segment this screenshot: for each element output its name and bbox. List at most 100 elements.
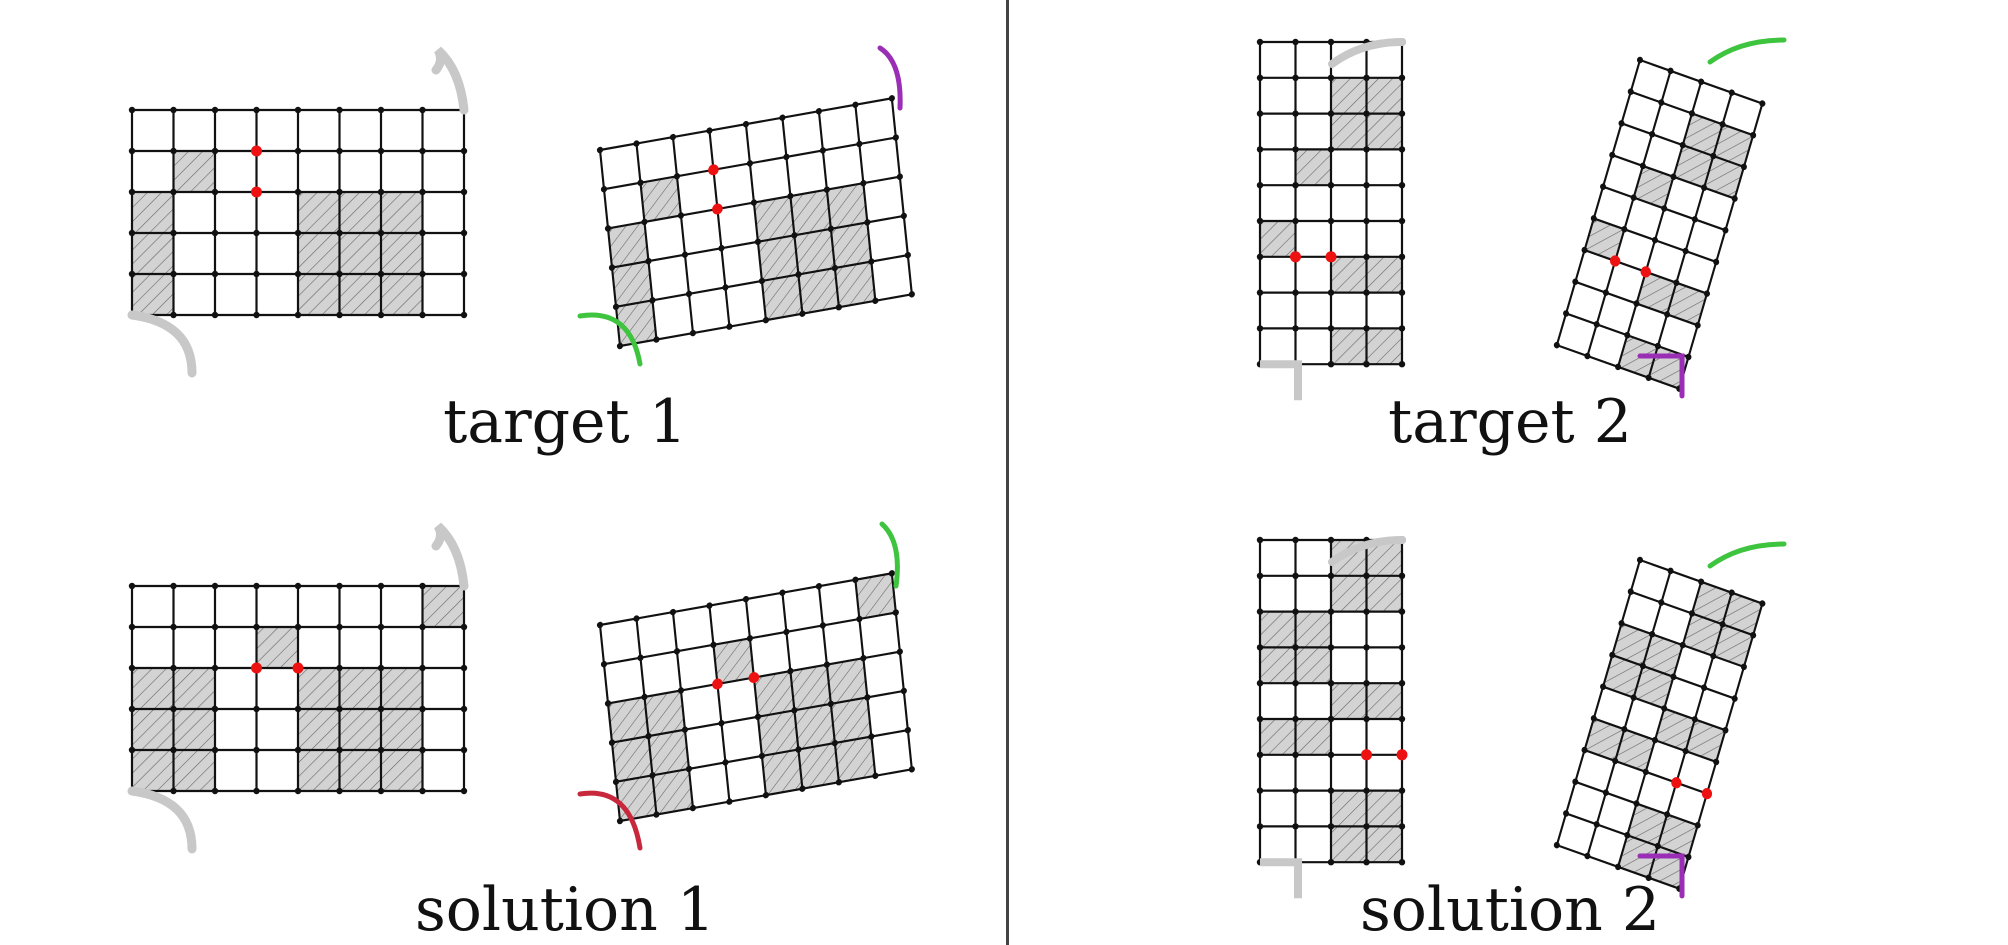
caption-target-1: target 1 (443, 387, 687, 457)
grid-vertex (1363, 325, 1370, 332)
grid-vertex (1719, 121, 1726, 128)
grid-vertex (795, 746, 802, 753)
shaded-cell (1295, 611, 1331, 648)
grid-vertex (1327, 182, 1335, 189)
grid-vertex (1645, 374, 1652, 381)
grid-vertex (294, 311, 302, 319)
crease-marker (708, 164, 719, 176)
grid-vertex (211, 229, 219, 237)
grid-vertex (1618, 620, 1625, 627)
grid-vertex (815, 108, 822, 115)
shaded-cell (1295, 647, 1331, 684)
grid-vertex (681, 726, 689, 733)
grid-vertex (460, 623, 468, 631)
shaded-cell (753, 671, 795, 717)
grid-vertex (823, 186, 830, 193)
grid-vertex (1292, 325, 1299, 332)
shaded-cell (1682, 113, 1723, 157)
grid-vertex (762, 791, 770, 799)
shaded-cell (713, 638, 754, 685)
grid-vertex (653, 336, 660, 343)
folded-sheet (596, 95, 915, 350)
grid-vertex (253, 582, 260, 590)
orientation-arc (877, 45, 903, 111)
grid-vertex (1728, 589, 1735, 596)
shaded-cell (1366, 256, 1402, 293)
shaded-cell (381, 192, 423, 233)
grid-vertex (1398, 859, 1406, 866)
grid-vertex (460, 311, 468, 319)
grid-vertex (336, 746, 343, 754)
grid-vertex (669, 133, 677, 141)
grid-vertex (377, 106, 385, 114)
grid-vertex (1759, 600, 1766, 607)
grid-vertex (1256, 680, 1264, 687)
grid-vertex (1327, 787, 1335, 794)
shaded-cell (1682, 613, 1723, 657)
grid-vertex (1363, 146, 1370, 153)
grid-vertex (1694, 822, 1701, 829)
grid-vertex (823, 661, 830, 668)
shaded-cell (381, 274, 423, 315)
grid-vertex (1256, 608, 1264, 615)
grid-vertex (1363, 715, 1370, 723)
grid-vertex (896, 173, 903, 180)
grid-vertex (1256, 253, 1264, 260)
grid-vertex (1670, 673, 1677, 681)
grid-vertex (600, 186, 608, 193)
grid-vertex (860, 654, 867, 662)
grid-vertex (170, 270, 177, 278)
shaded-cell (339, 709, 381, 750)
grid-vertex (596, 146, 604, 154)
grid-vertex (1584, 352, 1591, 360)
grid-vertex (645, 732, 652, 740)
grid-vertex (1722, 727, 1729, 734)
grid-vertex (746, 635, 754, 642)
grid-vertex (835, 304, 842, 311)
shaded-cell (132, 709, 174, 750)
grid-vertex (253, 746, 260, 754)
grid-vertex (689, 804, 697, 812)
grid-vertex (1581, 246, 1588, 254)
grid-vertex (1654, 842, 1661, 850)
shaded-cell (830, 697, 872, 744)
grid-vertex (746, 160, 754, 167)
grid-vertex (1590, 715, 1597, 722)
grid-vertex (211, 188, 219, 196)
grid-line (598, 624, 622, 822)
grid-vertex (1728, 89, 1735, 96)
grid-vertex (612, 303, 620, 310)
grid-vertex (1658, 599, 1665, 606)
grid-vertex (1398, 217, 1406, 225)
grid-line (781, 592, 804, 789)
grid-vertex (1731, 195, 1738, 202)
grid-vertex (616, 817, 624, 825)
grid-vertex (1691, 216, 1698, 223)
grid-vertex (1292, 536, 1299, 544)
grid-line (890, 573, 913, 770)
grid-vertex (1327, 146, 1335, 153)
grid-vertex (1398, 608, 1406, 615)
grid-vertex (1398, 715, 1406, 723)
shaded-cell (1260, 719, 1296, 755)
grid-vertex (419, 746, 426, 754)
grid-vertex (1713, 258, 1720, 266)
grid-vertex (1398, 787, 1406, 794)
grid-vertex (1292, 823, 1299, 830)
grid-vertex (689, 329, 697, 337)
crease-marker (251, 145, 262, 157)
solution-2-folded-grid (1553, 541, 1787, 899)
grid-vertex (1682, 747, 1689, 755)
grid-line (635, 143, 658, 340)
shaded-cell (339, 192, 381, 233)
grid-vertex (1719, 621, 1726, 628)
grid-vertex (1327, 751, 1335, 758)
shaded-cell (132, 274, 174, 315)
grid-line (1555, 559, 1641, 846)
grid-vertex (722, 284, 729, 291)
solution-1-folded-grid (577, 521, 915, 851)
grid-vertex (419, 106, 426, 114)
grid-vertex (1327, 859, 1335, 866)
shaded-cell (608, 696, 649, 743)
shaded-cell (1615, 729, 1656, 772)
